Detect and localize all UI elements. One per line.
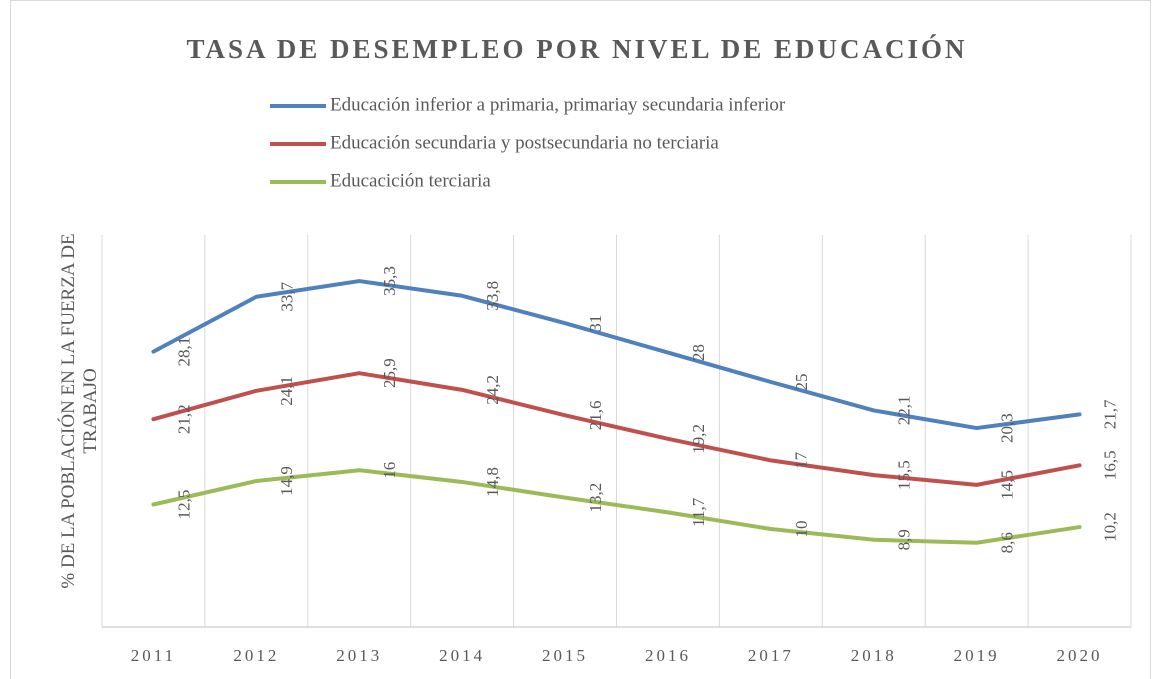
data-label: 28 bbox=[689, 344, 708, 361]
data-label: 8,9 bbox=[895, 529, 914, 550]
x-tick-label: 2014 bbox=[439, 646, 485, 665]
data-label: 8,6 bbox=[998, 532, 1017, 553]
data-label: 21,2 bbox=[174, 404, 193, 434]
data-label: 33,7 bbox=[277, 281, 296, 311]
legend-label: Educación secundaria y postsecundaria no… bbox=[330, 132, 719, 153]
x-tick-label: 2012 bbox=[233, 646, 279, 665]
x-tick-label: 2018 bbox=[851, 646, 897, 665]
data-label: 24,1 bbox=[277, 376, 296, 406]
data-label: 22,1 bbox=[895, 396, 914, 426]
data-label: 10,2 bbox=[1100, 512, 1119, 542]
data-label: 16 bbox=[380, 462, 399, 479]
data-label: 21,7 bbox=[1100, 399, 1119, 429]
x-tick-label: 2013 bbox=[336, 646, 382, 665]
data-label: 25 bbox=[792, 374, 811, 391]
data-label: 25,9 bbox=[380, 358, 399, 388]
x-tick-label: 2020 bbox=[1057, 646, 1103, 665]
data-label: 19,2 bbox=[689, 424, 708, 454]
series-line bbox=[151, 279, 1082, 431]
data-label: 24,2 bbox=[483, 375, 502, 405]
legend-label: Educación inferior a primaria, primariay… bbox=[330, 94, 786, 115]
y-axis-title: % DE LA POBLACIÓN EN LA FUERZA DE TRABAJ… bbox=[58, 233, 101, 589]
data-label: 10 bbox=[792, 521, 811, 538]
data-label: 14,5 bbox=[998, 470, 1017, 500]
data-label: 14,8 bbox=[483, 467, 502, 497]
data-label: 35,3 bbox=[380, 266, 399, 296]
chart-border bbox=[10, 0, 1151, 679]
series-line bbox=[151, 468, 1082, 545]
data-label: 21,6 bbox=[586, 400, 605, 430]
data-label: 12,5 bbox=[174, 490, 193, 520]
data-label: 33,8 bbox=[483, 281, 502, 311]
data-label: 13,2 bbox=[586, 483, 605, 513]
data-label: 15,5 bbox=[895, 460, 914, 490]
series-line bbox=[151, 371, 1082, 487]
data-label: 28,1 bbox=[174, 337, 193, 367]
data-label: 16,5 bbox=[1100, 450, 1119, 480]
data-label: 17 bbox=[792, 451, 811, 469]
data-label: 31 bbox=[586, 315, 605, 332]
x-tick-label: 2011 bbox=[131, 646, 176, 665]
legend-label: Educacición terciaria bbox=[330, 170, 491, 191]
data-label: 11,7 bbox=[689, 497, 708, 527]
chart-title: TASA DE DESEMPLEO POR NIVEL DE EDUCACIÓN bbox=[186, 34, 967, 64]
x-tick-label: 2016 bbox=[645, 646, 691, 665]
x-tick-label: 2015 bbox=[542, 646, 588, 665]
data-label: 14,9 bbox=[277, 466, 296, 496]
x-tick-label: 2017 bbox=[748, 646, 794, 665]
data-label: 20,3 bbox=[998, 413, 1017, 443]
x-tick-label: 2019 bbox=[954, 646, 1000, 665]
